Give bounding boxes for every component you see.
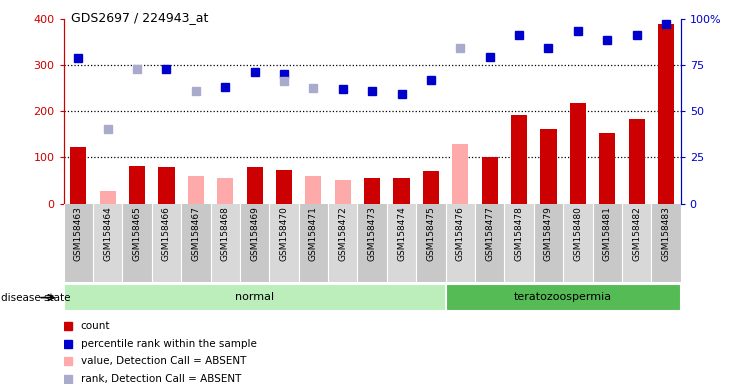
Text: GSM158483: GSM158483 [661, 206, 670, 261]
Text: GSM158464: GSM158464 [103, 206, 112, 261]
Text: disease state: disease state [1, 293, 70, 303]
Bar [240, 204, 269, 282]
Text: GSM158479: GSM158479 [544, 206, 553, 261]
Bar [393, 178, 410, 204]
Bar [159, 167, 174, 204]
Text: GSM158467: GSM158467 [191, 206, 200, 261]
Bar [70, 147, 86, 204]
Text: GSM158465: GSM158465 [132, 206, 141, 261]
Bar [423, 171, 439, 204]
Bar [276, 170, 292, 204]
Bar [475, 204, 504, 282]
Bar [129, 166, 145, 204]
Text: GSM158476: GSM158476 [456, 206, 465, 261]
Bar [64, 284, 446, 311]
Text: percentile rank within the sample: percentile rank within the sample [81, 339, 257, 349]
Text: GSM158478: GSM158478 [515, 206, 524, 261]
Text: GSM158480: GSM158480 [573, 206, 583, 261]
Bar [305, 176, 322, 204]
Bar [364, 178, 380, 204]
Bar [446, 204, 475, 282]
Bar [599, 134, 616, 204]
Bar [210, 204, 240, 282]
Bar [64, 204, 93, 282]
Bar [622, 204, 652, 282]
Bar [358, 204, 387, 282]
Bar [504, 204, 534, 282]
Bar [570, 103, 586, 204]
Bar [540, 129, 557, 204]
Bar [328, 204, 358, 282]
Text: count: count [81, 321, 111, 331]
Text: GSM158473: GSM158473 [367, 206, 377, 261]
Bar [93, 204, 123, 282]
Bar [152, 204, 181, 282]
Bar [334, 180, 351, 204]
Text: GSM158463: GSM158463 [74, 206, 83, 261]
Text: GSM158470: GSM158470 [280, 206, 289, 261]
Text: rank, Detection Call = ABSENT: rank, Detection Call = ABSENT [81, 374, 242, 384]
Bar [188, 176, 204, 204]
Bar [592, 204, 622, 282]
Bar [99, 191, 116, 204]
Bar [628, 119, 645, 204]
Bar [181, 204, 210, 282]
Bar [446, 284, 681, 311]
Text: GSM158471: GSM158471 [309, 206, 318, 261]
Text: GSM158474: GSM158474 [397, 206, 406, 261]
Bar [123, 204, 152, 282]
Bar [534, 204, 563, 282]
Text: GDS2697 / 224943_at: GDS2697 / 224943_at [71, 12, 209, 25]
Bar [563, 204, 592, 282]
Bar [658, 24, 674, 204]
Text: GSM158468: GSM158468 [221, 206, 230, 261]
Text: GSM158466: GSM158466 [162, 206, 171, 261]
Bar [453, 144, 468, 204]
Bar [387, 204, 416, 282]
Bar [511, 115, 527, 204]
Text: GSM158477: GSM158477 [485, 206, 494, 261]
Text: value, Detection Call = ABSENT: value, Detection Call = ABSENT [81, 356, 246, 366]
Text: GSM158482: GSM158482 [632, 206, 641, 261]
Bar [416, 204, 446, 282]
Bar [269, 204, 298, 282]
Bar [652, 204, 681, 282]
Bar [298, 204, 328, 282]
Text: teratozoospermia: teratozoospermia [514, 292, 612, 302]
Bar [482, 157, 497, 204]
Text: GSM158475: GSM158475 [426, 206, 435, 261]
Text: normal: normal [235, 292, 275, 302]
Text: GSM158469: GSM158469 [250, 206, 259, 261]
Text: GSM158472: GSM158472 [338, 206, 347, 261]
Text: GSM158481: GSM158481 [603, 206, 612, 261]
Bar [217, 178, 233, 204]
Bar [247, 167, 263, 204]
